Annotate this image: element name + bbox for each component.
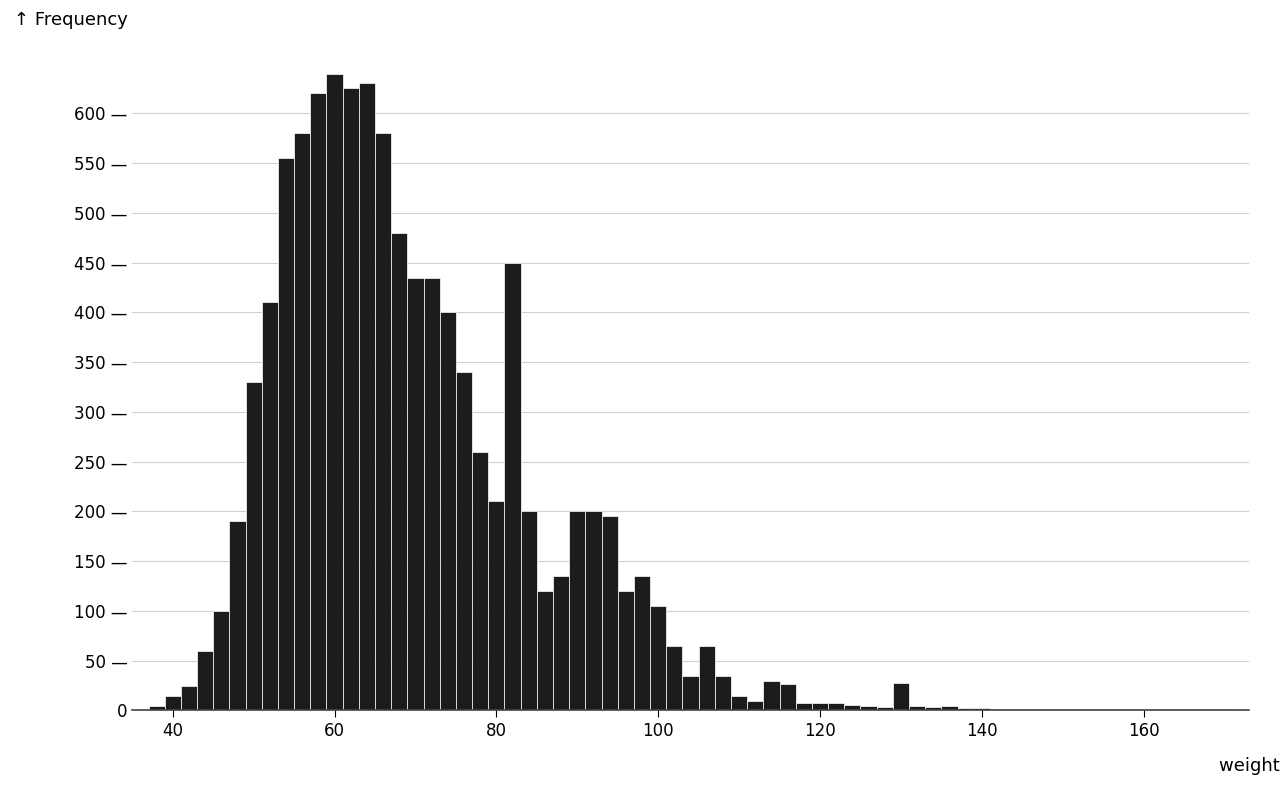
Bar — [294, 133, 310, 710]
Bar — [650, 606, 667, 710]
Bar — [877, 707, 892, 710]
Bar — [310, 93, 326, 710]
Bar — [570, 512, 585, 710]
Bar — [812, 703, 828, 710]
Bar — [521, 512, 536, 710]
Bar — [941, 706, 957, 710]
Bar — [667, 645, 682, 710]
Bar — [504, 263, 521, 710]
Bar — [828, 703, 845, 710]
Bar — [375, 133, 392, 710]
Bar — [748, 701, 763, 710]
Bar — [585, 512, 602, 710]
Bar — [472, 451, 488, 710]
Bar — [796, 703, 812, 710]
Bar — [699, 645, 714, 710]
X-axis label: weight →: weight → — [1219, 757, 1280, 775]
Bar — [488, 501, 504, 710]
Bar — [424, 277, 440, 710]
Bar — [392, 233, 407, 710]
Bar — [440, 312, 456, 710]
Bar — [326, 74, 343, 710]
Bar — [731, 695, 748, 710]
Bar — [214, 611, 229, 710]
Bar — [892, 683, 909, 710]
Bar — [456, 372, 472, 710]
Bar — [634, 576, 650, 710]
Bar — [763, 680, 780, 710]
Bar — [860, 706, 877, 710]
Bar — [343, 89, 358, 710]
Bar — [714, 676, 731, 710]
Bar — [407, 277, 424, 710]
Bar — [780, 683, 796, 710]
Bar — [618, 591, 634, 710]
Bar — [180, 686, 197, 710]
Bar — [974, 709, 989, 710]
Bar — [358, 83, 375, 710]
Bar — [682, 676, 699, 710]
Bar — [909, 706, 925, 710]
Bar — [165, 695, 180, 710]
Bar — [602, 516, 618, 710]
Bar — [957, 709, 974, 710]
Y-axis label: ↑ Frequency: ↑ Frequency — [14, 11, 128, 29]
Bar — [845, 705, 860, 710]
Bar — [197, 651, 214, 710]
Bar — [278, 158, 294, 710]
Bar — [536, 591, 553, 710]
Bar — [148, 706, 165, 710]
Bar — [229, 521, 246, 710]
Bar — [262, 303, 278, 710]
Bar — [246, 382, 262, 710]
Bar — [553, 576, 570, 710]
Bar — [925, 707, 941, 710]
